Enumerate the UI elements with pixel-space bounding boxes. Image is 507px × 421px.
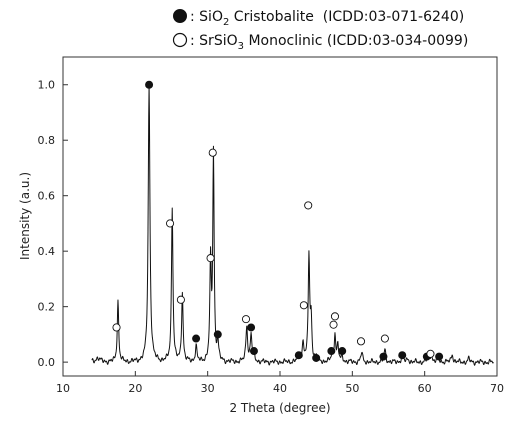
- sio2-peak-marker: [327, 347, 336, 356]
- legend-rest-srsio3: Monoclinic (ICDD:03-034-0099): [244, 33, 468, 49]
- srsio3-peak-marker: [241, 315, 251, 324]
- srsio3-peak-marker: [304, 201, 313, 210]
- srsio3-peak-marker: [380, 334, 389, 343]
- legend-sub-srsio3: 3: [238, 41, 244, 52]
- y-tick-label: 1.0: [38, 79, 56, 92]
- legend-formula-srsio3: SrSiO: [199, 33, 237, 49]
- srsio3-peak-marker: [356, 337, 366, 346]
- y-tick-label: 0.8: [38, 134, 56, 147]
- srsio3-peak-marker: [329, 320, 338, 329]
- srsio3-peak-marker: [208, 148, 217, 157]
- legend-entry-srsio3: : SrSiO3 Monoclinic (ICDD:03-034-0099): [190, 33, 468, 52]
- srsio3-peak-marker: [330, 312, 340, 321]
- x-tick-label: 20: [128, 382, 142, 395]
- x-tick-label: 60: [418, 382, 432, 395]
- y-tick-label: 0.0: [38, 356, 56, 369]
- sio2-peak-marker: [213, 330, 222, 339]
- sio2-peak-marker: [312, 353, 321, 362]
- legend-rest-sio2: Cristobalite (ICDD:03-071-6240): [229, 9, 464, 25]
- sio2-peak-marker: [249, 347, 258, 356]
- y-tick-label: 0.6: [38, 190, 56, 203]
- peak-markers: [112, 80, 444, 362]
- srsio3-peak-marker: [426, 349, 435, 358]
- legend-entry-sio2: : SiO2 Cristobalite (ICDD:03-071-6240): [190, 9, 464, 28]
- sio2-peak-marker: [435, 352, 444, 361]
- xrd-pattern-line: [91, 84, 494, 366]
- sio2-peak-marker: [145, 80, 154, 89]
- x-tick-label: 10: [56, 382, 70, 395]
- x-tick-label: 70: [490, 382, 504, 395]
- axis-ticks: 10 20 30 40 50 60 70 0.0 0.2 0.4 0.6 0.8 1.0: [38, 79, 505, 395]
- legend-sub-sio2: 2: [223, 17, 229, 28]
- x-tick-label: 40: [273, 382, 287, 395]
- y-axis-label: Intensity (a.u.): [18, 172, 32, 260]
- legend-open-circle-marker: [172, 32, 188, 48]
- y-tick-label: 0.2: [38, 301, 56, 314]
- srsio3-peak-marker: [299, 301, 308, 310]
- plot-frame: [62, 56, 498, 377]
- sio2-peak-marker: [379, 352, 388, 361]
- x-tick-label: 50: [345, 382, 359, 395]
- sio2-peak-marker: [338, 347, 347, 356]
- sio2-peak-marker: [398, 351, 407, 360]
- x-axis-label: 2 Theta (degree): [229, 401, 330, 415]
- legend-filled-circle-marker: [173, 9, 187, 23]
- sio2-peak-marker: [192, 334, 201, 343]
- srsio3-peak-marker: [112, 323, 121, 332]
- legend-formula-sio2: SiO: [199, 9, 223, 25]
- srsio3-peak-marker: [206, 254, 215, 263]
- y-tick-label: 0.4: [38, 245, 56, 258]
- x-tick-label: 30: [201, 382, 215, 395]
- sio2-peak-marker: [247, 323, 256, 332]
- legend: : SiO2 Cristobalite (ICDD:03-071-6240) :…: [172, 9, 468, 52]
- sio2-peak-marker: [294, 351, 303, 360]
- srsio3-peak-marker: [166, 219, 175, 228]
- srsio3-peak-marker: [176, 295, 185, 304]
